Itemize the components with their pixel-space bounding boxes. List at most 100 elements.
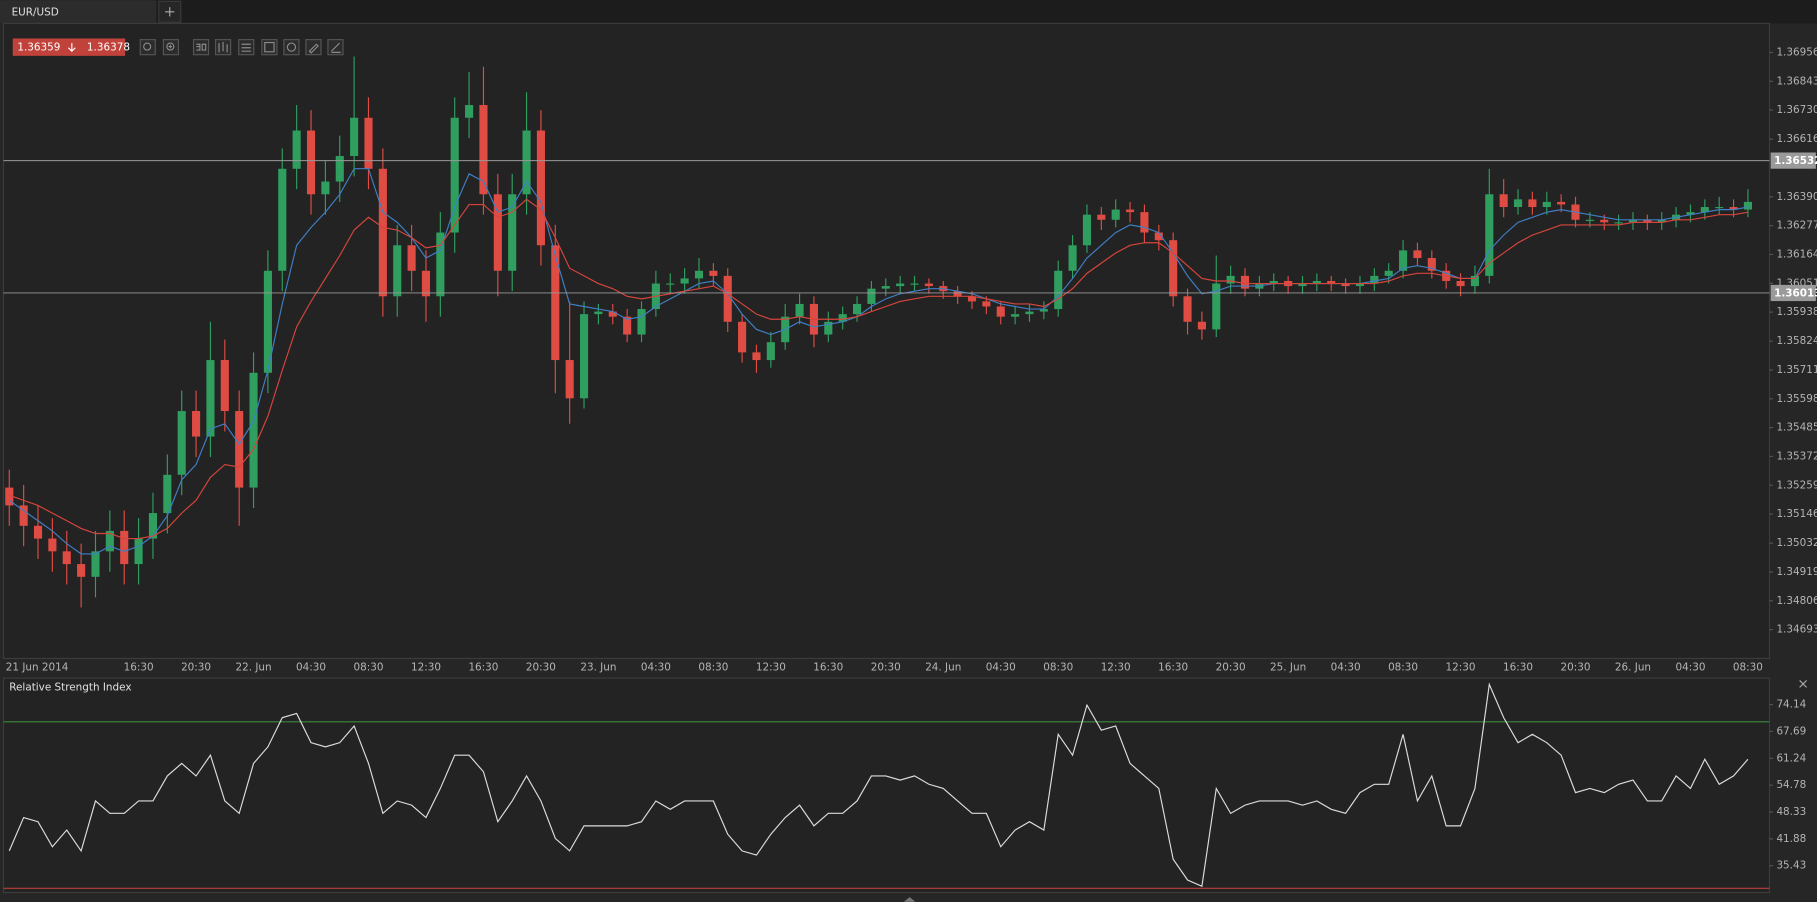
candle-body (393, 245, 402, 297)
candle-body (1126, 209, 1135, 213)
moving-average-line (9, 198, 1749, 540)
x-tick-label: 20:30 (1216, 662, 1246, 674)
candle-body (450, 117, 459, 233)
candle-body (1197, 321, 1206, 330)
candle-body (1628, 219, 1638, 223)
candle-body (1470, 275, 1479, 287)
candle-body (1585, 219, 1594, 221)
close-panel-button[interactable] (1799, 680, 1807, 688)
candle-body (536, 130, 545, 246)
candle-body (48, 538, 57, 552)
y-tick-label: 1.36616 (1776, 133, 1817, 145)
candle-body (350, 117, 359, 157)
new-tab-button[interactable] (158, 0, 182, 23)
candle-body (1413, 250, 1422, 259)
candle-body (292, 130, 301, 169)
x-tick-label: 20:30 (181, 662, 211, 674)
rsi-line (8, 682, 1749, 888)
toolbar (139, 39, 344, 56)
candle-body (896, 283, 905, 287)
candle-body (1327, 280, 1336, 284)
candle-body (436, 232, 445, 297)
zoom-out-button[interactable] (139, 39, 156, 56)
template-button[interactable] (261, 39, 278, 56)
candle-body (1399, 250, 1408, 271)
candle-body (795, 303, 804, 317)
tab-title[interactable]: EUR/USD (12, 6, 59, 18)
candle-body (5, 487, 14, 506)
y-tick-label: 1.35372 (1776, 450, 1817, 462)
candle-body (335, 156, 344, 182)
zoom-in-button[interactable] (162, 39, 180, 56)
tab[interactable] (0, 0, 157, 24)
x-tick-label: 16:30 (468, 662, 498, 674)
x-tick-label: 25. Jun (1270, 662, 1306, 674)
candle-body (120, 530, 129, 565)
x-tick-label: 16:30 (1503, 662, 1533, 674)
candle-body (1140, 212, 1149, 233)
candle-body (752, 352, 761, 361)
candle-body (680, 278, 689, 284)
candle-body (1169, 240, 1178, 297)
edit-button[interactable] (305, 39, 322, 56)
price-panel (2, 22, 1771, 660)
candle-body (1499, 194, 1508, 208)
panel-resize-handle[interactable] (903, 897, 916, 902)
candle-body (62, 551, 71, 565)
candle-body (1355, 283, 1365, 287)
y-tick-label: 1.36164 (1776, 248, 1817, 260)
candle-body (479, 105, 488, 195)
chart-type-button[interactable] (214, 39, 232, 56)
x-tick-label: 24. Jun (925, 662, 961, 674)
candle-body (637, 309, 646, 335)
candle-body (1686, 212, 1695, 215)
indicators-button[interactable] (238, 39, 255, 56)
candle-body (19, 505, 28, 526)
x-tick-label: 22. Jun (235, 662, 271, 674)
candle-body (1427, 258, 1436, 271)
candle-body (1039, 309, 1048, 312)
objects-button[interactable] (283, 39, 300, 56)
y-tick-label: 1.36277 (1776, 220, 1817, 232)
y-tick-label: 1.35485 (1776, 422, 1817, 434)
candle-body (1700, 207, 1709, 213)
x-tick-label: 08:30 (1733, 662, 1763, 674)
candle-body (77, 564, 86, 577)
x-tick-label: 20:30 (871, 662, 901, 674)
candle-body (1614, 222, 1623, 224)
candle-body (177, 411, 186, 475)
y-tick-label: 1.35259 (1776, 479, 1817, 491)
y-tick-label: 35.43 (1776, 860, 1806, 872)
quote-box (12, 38, 126, 56)
candle-body (1097, 214, 1106, 220)
candle-body (1025, 311, 1034, 315)
candle-body (1557, 201, 1566, 205)
candle-body (91, 551, 100, 577)
x-tick-label: 20:30 (526, 662, 556, 674)
rsi-panel (2, 677, 1771, 894)
candle-body (321, 181, 330, 195)
candle-body (278, 168, 287, 271)
draw-button[interactable] (327, 39, 344, 56)
x-tick-label: 12:30 (1101, 662, 1131, 674)
y-tick-label: 48.33 (1776, 806, 1806, 818)
x-tick-label: 08:30 (353, 662, 383, 674)
candle-body (1370, 275, 1379, 284)
candle-body (192, 411, 201, 437)
timeframe-button[interactable] (192, 39, 210, 56)
candle-body (694, 270, 704, 279)
candle-body (608, 311, 617, 317)
candle-body (1183, 296, 1192, 322)
candle-body (910, 283, 919, 285)
candle-body (421, 270, 431, 297)
candle-body (1528, 199, 1537, 208)
y-tick-label: 67.69 (1776, 725, 1806, 737)
x-tick-label: 20:30 (1561, 662, 1591, 674)
x-tick-label: 16:30 (124, 662, 154, 674)
candle-body (1068, 245, 1077, 271)
candle-body (465, 105, 474, 118)
candle-body (508, 194, 517, 271)
candle-body (766, 342, 775, 361)
candle-body (493, 194, 502, 271)
